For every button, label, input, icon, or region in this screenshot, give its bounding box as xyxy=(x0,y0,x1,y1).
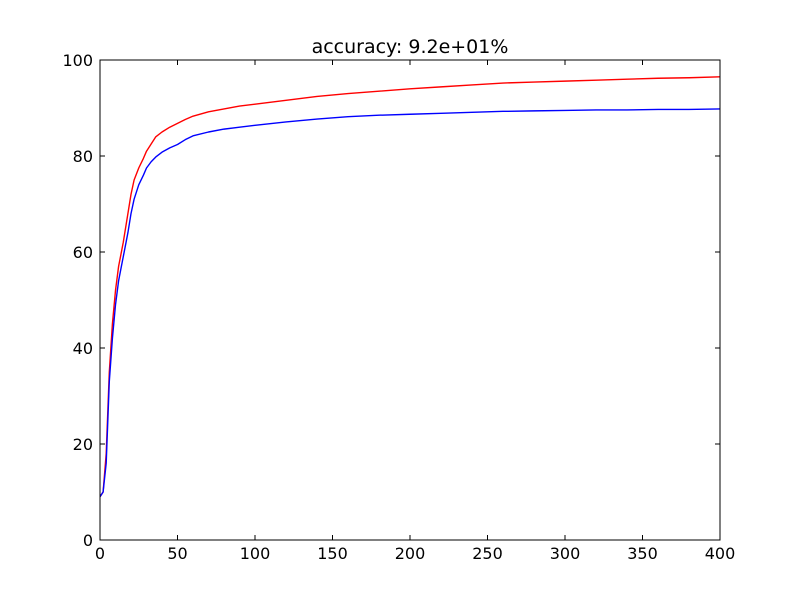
x-tick-label: 400 xyxy=(705,544,736,563)
x-tick-label: 250 xyxy=(472,544,503,563)
y-tick-label: 20 xyxy=(73,435,93,454)
x-tick-label: 100 xyxy=(240,544,271,563)
plot-area xyxy=(99,76,721,498)
axis-ticks: 0 50 100 150 200 250 300 350 400 0 20 40 60 80 100 xyxy=(62,51,735,563)
series-line-2 xyxy=(99,108,721,498)
x-tick-label: 350 xyxy=(627,544,658,563)
y-tick-label: 60 xyxy=(73,243,93,262)
series-line-1 xyxy=(99,76,721,498)
x-tick-label: 300 xyxy=(550,544,581,563)
y-tick-label: 80 xyxy=(73,147,93,166)
x-tick-label: 200 xyxy=(395,544,426,563)
x-tick-label: 150 xyxy=(317,544,348,563)
plot-frame xyxy=(99,59,721,541)
y-tick-label: 40 xyxy=(73,339,93,358)
y-tick-label: 100 xyxy=(62,51,93,70)
x-tick-label: 0 xyxy=(95,544,105,563)
x-tick-label: 50 xyxy=(167,544,187,563)
chart-title: accuracy: 9.2e+01% xyxy=(312,36,509,58)
y-tick-label: 0 xyxy=(83,531,93,550)
